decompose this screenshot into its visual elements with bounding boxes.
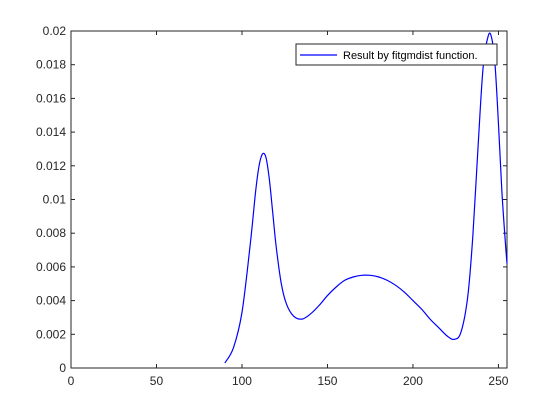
y-tick-label: 0: [59, 361, 66, 375]
y-tick-label: 0.008: [36, 226, 66, 240]
series-line: [224, 32, 508, 364]
y-tick-label: 0.018: [36, 58, 66, 72]
plot-area: [70, 30, 508, 369]
y-tick-label: 0.01: [43, 193, 67, 207]
x-tick-label: 50: [150, 374, 164, 388]
x-tick-label: 200: [403, 374, 423, 388]
legend: Result by fitgmdist function.: [295, 43, 498, 66]
x-tick-label: 0: [68, 374, 75, 388]
x-tick-label: 250: [488, 374, 508, 388]
legend-box: [295, 43, 498, 66]
y-tick-label: 0.014: [36, 125, 66, 139]
y-tick-label: 0.002: [36, 327, 66, 341]
y-tick-label: 0.02: [43, 24, 67, 38]
x-axis: 0 50 100 150 200 250: [68, 31, 509, 388]
y-axis: 0 0.002 0.004 0.006 0.008 0.01 0.012 0.014 0.016…: [36, 24, 507, 375]
x-tick-label: 150: [317, 374, 337, 388]
y-tick-label: 0.006: [36, 260, 66, 274]
x-tick-label: 100: [232, 374, 252, 388]
legend-label: Result by fitgmdist function.: [343, 50, 478, 62]
y-tick-label: 0.016: [36, 91, 66, 105]
y-tick-label: 0.004: [36, 294, 66, 308]
y-tick-label: 0.012: [36, 159, 66, 173]
